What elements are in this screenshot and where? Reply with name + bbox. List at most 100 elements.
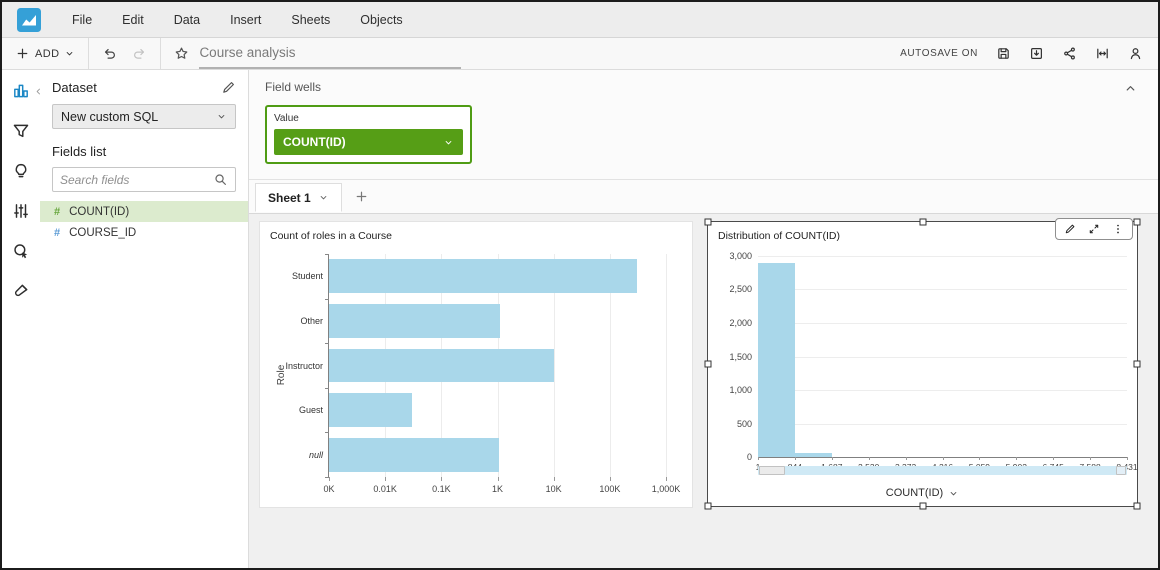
field-well-label: Value	[274, 113, 299, 124]
resize-handle[interactable]	[1133, 360, 1141, 368]
menu-bar: File Edit Data Insert Sheets Objects	[2, 2, 1158, 38]
visualize-icon[interactable]	[10, 80, 32, 107]
bar[interactable]	[329, 437, 499, 472]
axis-tick	[325, 298, 329, 300]
autosave-status[interactable]: AUTOSAVE ON	[900, 48, 978, 59]
gridline	[758, 322, 1127, 324]
axis-tick-label: 3,000	[729, 251, 752, 261]
axis-tick-label: 1,000K	[651, 484, 681, 494]
dataset-select[interactable]: New custom SQL	[52, 104, 236, 129]
axis-tick	[325, 477, 329, 478]
axis-tick	[1090, 457, 1092, 460]
bar-chart-plot: 0K 0.01K 0.1K 1K 10K 100K 1,000K Student Other In…	[285, 254, 680, 494]
axis-tick-label: 0.1K	[432, 484, 451, 494]
gridline	[758, 423, 1127, 425]
bar[interactable]	[329, 348, 554, 383]
toolbar: ADD Course analysis AUTOSAVE ON	[2, 38, 1158, 70]
axis-tick	[942, 457, 944, 460]
plus-icon	[15, 46, 30, 61]
axis-tick	[329, 477, 330, 481]
share-icon[interactable]	[1062, 46, 1077, 61]
collapse-panel-icon[interactable]	[33, 86, 44, 97]
menu-objects[interactable]: Objects	[360, 12, 403, 27]
quicksight-logo-icon[interactable]	[17, 7, 41, 32]
resize-handle[interactable]	[704, 218, 712, 226]
field-well-pill[interactable]: COUNT(ID)	[274, 129, 463, 155]
bar[interactable]	[794, 453, 832, 457]
slider-handle-left[interactable]	[759, 466, 785, 475]
bar[interactable]	[329, 303, 500, 338]
fit-width-icon[interactable]	[1095, 46, 1110, 61]
bar[interactable]	[758, 262, 795, 457]
axis-tick-label: 100K	[599, 484, 621, 494]
resize-handle[interactable]	[1133, 502, 1141, 510]
field-item[interactable]: # COURSE_ID	[40, 222, 248, 243]
main-area: Dataset New custom SQL Fields list # COUN…	[2, 70, 1158, 568]
axis-tick	[609, 477, 611, 481]
redo-icon[interactable]	[132, 46, 147, 61]
resize-handle[interactable]	[1133, 218, 1141, 226]
axis-tick	[794, 457, 796, 460]
menu-sheets[interactable]: Sheets	[291, 12, 331, 27]
field-wells-label: Field wells	[265, 80, 322, 94]
maximize-visual-icon[interactable]	[1088, 223, 1100, 235]
menu-insert[interactable]: Insert	[230, 12, 262, 27]
edit-dataset-icon[interactable]	[221, 80, 236, 95]
axis-tick-label: 0K	[323, 484, 335, 494]
visual-menu-icon[interactable]	[1112, 223, 1124, 235]
axis-tick	[905, 457, 907, 460]
menu-edit[interactable]: Edit	[122, 12, 144, 27]
favorite-star-icon[interactable]	[174, 46, 189, 61]
undo-icon[interactable]	[102, 46, 117, 61]
fields-list: # COUNT(ID) # COURSE_ID	[40, 201, 248, 243]
insights-icon[interactable]	[10, 160, 32, 187]
add-sheet-icon[interactable]	[354, 189, 369, 204]
filter-icon[interactable]	[10, 120, 32, 147]
x-axis-title: COUNT(ID)	[885, 487, 944, 499]
bar[interactable]	[329, 393, 412, 428]
resize-handle[interactable]	[919, 218, 926, 226]
visual-histogram[interactable]: Distribution of COUNT(ID) 3,000 2,500 2,00…	[704, 218, 1141, 510]
collapse-field-wells-icon[interactable]	[1123, 81, 1138, 96]
dataset-name: New custom SQL	[61, 109, 159, 124]
add-button[interactable]: ADD	[2, 38, 90, 69]
visual-hover-toolbar	[1055, 218, 1133, 240]
left-rail	[2, 70, 40, 568]
dataset-panel-title: Dataset	[52, 80, 97, 95]
menu-data[interactable]: Data	[173, 12, 201, 27]
hash-icon: #	[54, 205, 61, 218]
edit-visual-icon[interactable]	[1064, 223, 1076, 235]
axis-tick-label: 1K	[491, 484, 504, 494]
search-fields-input[interactable]	[60, 172, 213, 187]
axis-tick	[325, 387, 329, 389]
dataset-panel: Dataset New custom SQL Fields list # COUN…	[40, 70, 249, 568]
visual-bar-chart[interactable]: Count of roles in a Course Role 0K 0.01K 0…	[259, 221, 693, 508]
parameters-icon[interactable]	[10, 200, 32, 227]
bar[interactable]	[329, 259, 637, 294]
save-icon[interactable]	[996, 46, 1011, 61]
export-icon[interactable]	[1029, 46, 1044, 61]
history-group	[89, 38, 162, 69]
analysis-name-input[interactable]: Course analysis	[199, 38, 462, 69]
resize-handle[interactable]	[704, 502, 712, 510]
x-axis-field-selector[interactable]: COUNT(ID)	[708, 487, 1137, 499]
field-item[interactable]: # COUNT(ID)	[40, 201, 248, 222]
menu-file[interactable]: File	[72, 12, 93, 27]
category-label: Instructor	[285, 360, 323, 371]
toolbar-right: AUTOSAVE ON	[900, 46, 1158, 61]
search-fields-box	[52, 167, 236, 192]
sheet-tab[interactable]: Sheet 1	[255, 183, 342, 212]
axis-range-slider[interactable]	[758, 466, 1127, 475]
user-icon[interactable]	[1128, 46, 1143, 61]
axis-tick-label: 0.01K	[373, 484, 397, 494]
slider-handle-right[interactable]	[1116, 466, 1126, 475]
chevron-down-icon	[443, 137, 454, 148]
visual-title: Count of roles in a Course	[270, 230, 392, 242]
axis-tick	[1127, 457, 1128, 460]
themes-icon[interactable]	[10, 280, 32, 307]
analysis-name: Course analysis	[199, 45, 296, 60]
actions-icon[interactable]	[10, 240, 32, 267]
resize-handle[interactable]	[919, 502, 926, 510]
resize-handle[interactable]	[704, 360, 712, 368]
chevron-down-icon	[64, 48, 75, 59]
